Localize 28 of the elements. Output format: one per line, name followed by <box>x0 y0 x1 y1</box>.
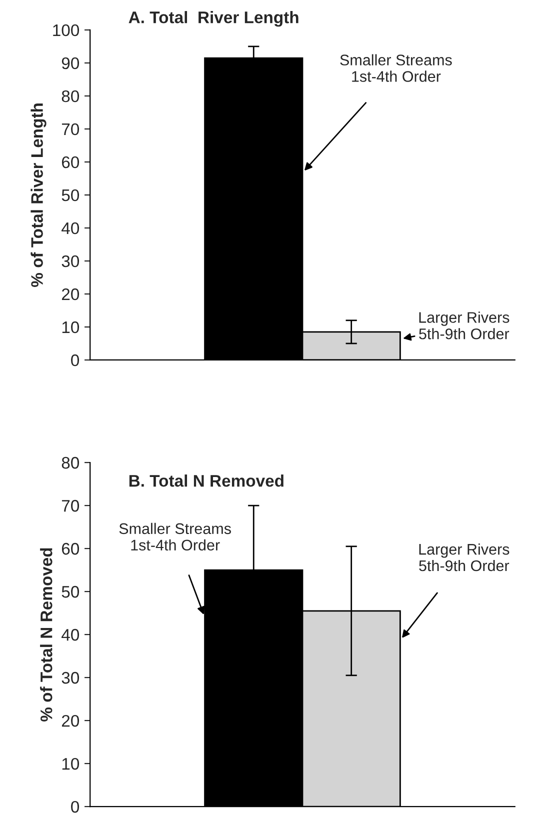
y-tick-label: 40 <box>62 222 80 234</box>
text: Smaller Streams 1st-4th Order <box>340 54 452 82</box>
series-label: Smaller Streams 1st-4th Order <box>119 522 231 551</box>
y-tick-label: 100 <box>53 24 80 36</box>
y-axis-title: % of Total N Removed <box>40 548 52 722</box>
y-tick-label: 40 <box>62 628 80 641</box>
chart-title: A. Total River Length <box>128 11 298 27</box>
y-tick-label: 80 <box>62 456 80 469</box>
y-tick-label: 20 <box>62 714 80 727</box>
y-tick-label: 50 <box>62 189 80 202</box>
text: B. Total N Removed <box>129 474 284 487</box>
text: Larger Rivers 5th-9th Order <box>419 544 510 572</box>
y-axis-title: % of Total River Length <box>30 104 46 287</box>
y-tick-label: 10 <box>62 758 80 770</box>
y-tick-label: 80 <box>62 90 80 102</box>
y-tick-label: 0 <box>71 354 80 366</box>
y-tick-label: 30 <box>62 672 80 684</box>
y-tick-label: 70 <box>62 500 80 512</box>
y-tick-label: 60 <box>62 156 80 168</box>
y-tick-label: 60 <box>62 542 80 555</box>
y-tick-label: 10 <box>62 321 80 334</box>
series-label: Larger Rivers 5th-9th Order <box>419 312 510 340</box>
y-tick-label: 0 <box>71 800 80 813</box>
y-tick-label: 70 <box>62 123 80 136</box>
y-tick-label: 30 <box>62 255 80 268</box>
y-tick-label: 20 <box>62 288 80 300</box>
y-tick-label: 90 <box>62 57 80 70</box>
y-tick-label: 50 <box>62 586 80 598</box>
